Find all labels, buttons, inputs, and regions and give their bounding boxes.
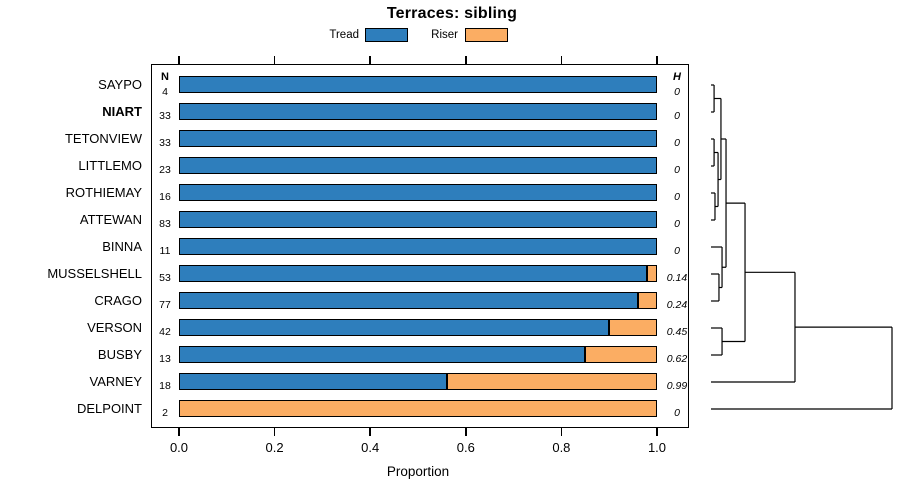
bar-tread-segment [179,103,657,120]
h-column-header: H [673,71,681,83]
row-label: BINNA [102,239,142,254]
row-label: NIART [102,104,142,119]
bar-riser-segment [585,346,657,363]
x-tick-label: 0.0 [169,440,189,455]
n-value: 11 [159,245,171,257]
x-tick-top [465,56,467,64]
x-tick-bottom [465,428,467,436]
bar-riser-segment [447,373,657,390]
h-value: 0 [674,110,680,122]
x-tick-label: 1.0 [647,440,667,455]
row-label: TETONVIEW [64,131,142,146]
row-label: ROTHIEMAY [65,185,142,200]
bar-riser-segment [179,400,657,417]
x-tick-top [369,56,371,64]
row-label: MUSSELSHELL [47,266,142,281]
riser-color-swatch-icon [465,28,508,42]
x-tick-bottom [273,428,276,436]
x-tick-top [560,56,563,64]
n-value: 23 [159,164,171,176]
x-tick-label: 0.8 [552,440,571,455]
h-value: 0 [674,218,680,230]
n-value: 4 [162,86,168,98]
h-value: 0.24 [666,299,688,311]
h-value: 0 [674,164,680,176]
row-label: BUSBY [97,347,142,362]
n-value: 18 [159,380,171,392]
row-label: ATTEWAN [79,212,142,227]
n-value: 33 [159,137,171,149]
x-tick-bottom [656,428,658,436]
x-tick-top [273,56,276,64]
n-value: 42 [159,326,171,338]
x-tick-top [656,56,658,64]
h-value: 0.62 [666,353,688,365]
h-value: 0.45 [666,326,688,338]
bar-tread-segment [179,373,447,390]
n-value: 77 [159,299,171,311]
bar-tread-segment [179,184,657,201]
bar-riser-segment [638,292,657,309]
x-tick-label: 0.2 [265,440,284,455]
n-value: 53 [159,272,171,284]
bar-tread-segment [179,292,638,309]
bar-riser-segment [609,319,657,336]
n-value: 2 [162,407,168,419]
bar-tread-segment [179,346,585,363]
n-column-header: N [161,71,169,83]
bar-tread-segment [179,319,609,336]
bar-tread-segment [179,238,657,255]
x-axis-label: Proportion [386,464,450,479]
tread-color-swatch-icon [365,28,408,42]
legend-label-riser: Riser [431,29,458,41]
x-tick-bottom [178,428,180,436]
x-tick-bottom [560,428,563,436]
h-value: 0.99 [666,380,688,392]
n-value: 16 [159,191,171,203]
bar-tread-segment [179,157,657,174]
n-value: 83 [159,218,171,230]
bar-riser-segment [647,265,657,282]
h-value: 0.14 [666,272,688,284]
row-label: DELPOINT [76,401,142,416]
x-tick-bottom [369,428,371,436]
h-value: 0 [674,191,680,203]
h-value: 0 [674,245,680,257]
x-tick-top [178,56,180,64]
legend-label-tread: Tread [329,29,359,41]
h-value: 0 [674,137,680,149]
h-value: 0 [674,86,680,98]
bar-tread-segment [179,76,657,93]
row-label: VARNEY [89,374,143,389]
x-tick-label: 0.4 [361,440,380,455]
n-value: 13 [159,353,171,365]
row-label: SAYPO [98,77,142,92]
row-label: LITTLEMO [78,158,142,173]
bar-tread-segment [179,130,657,147]
chart-title: Terraces: sibling [386,5,518,22]
row-label: VERSON [87,320,142,335]
h-value: 0 [674,407,680,419]
n-value: 33 [159,110,171,122]
bar-tread-segment [179,211,657,228]
x-tick-label: 0.6 [456,440,475,455]
row-label: CRAGO [94,293,142,308]
bar-tread-segment [179,265,647,282]
